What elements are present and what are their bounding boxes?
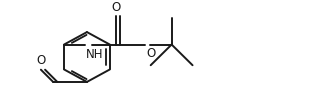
Text: O: O: [146, 47, 156, 60]
Text: O: O: [111, 1, 120, 14]
Text: O: O: [36, 54, 45, 67]
Text: NH: NH: [86, 48, 103, 61]
